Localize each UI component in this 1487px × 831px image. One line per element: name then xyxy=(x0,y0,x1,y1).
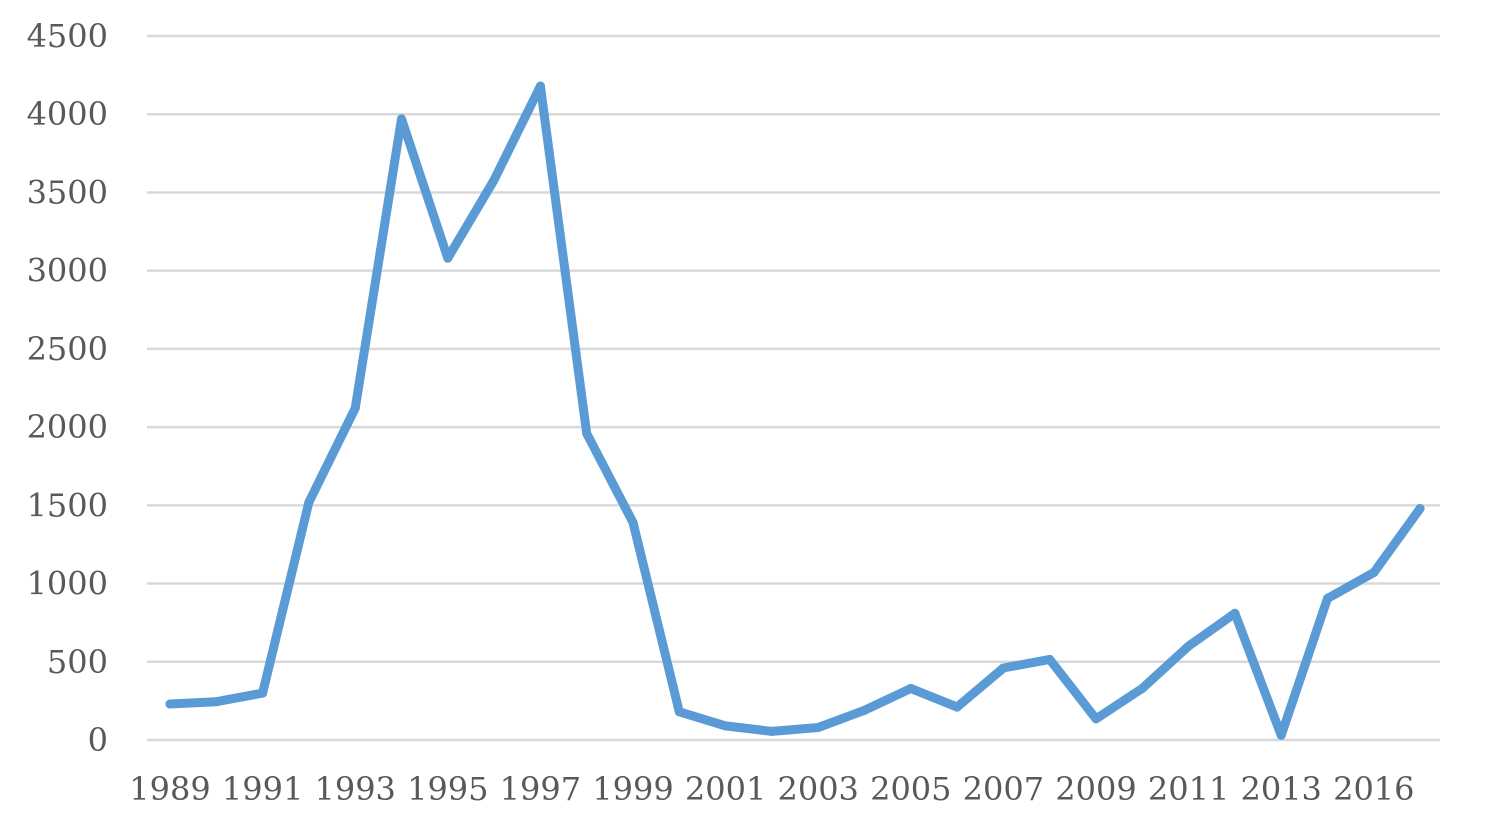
data-point-2010 xyxy=(1137,683,1147,693)
y-tick-label: 4000 xyxy=(27,95,108,133)
x-tick-label: 1995 xyxy=(407,770,488,808)
x-tick-label: 2003 xyxy=(777,770,858,808)
data-point-2016 xyxy=(1369,568,1379,578)
x-tick-label: 1999 xyxy=(592,770,673,808)
x-tick-label: 2001 xyxy=(685,770,766,808)
y-tick-label: 3500 xyxy=(27,173,108,211)
x-tick-label: 2011 xyxy=(1148,770,1229,808)
x-tick-label: 2009 xyxy=(1055,770,1136,808)
data-point-2002 xyxy=(767,726,777,736)
data-point-2003 xyxy=(813,722,823,732)
data-point-2006 xyxy=(952,702,962,712)
x-tick-label: 2007 xyxy=(963,770,1044,808)
data-point-2004 xyxy=(860,705,869,715)
y-tick-label: 3000 xyxy=(27,252,108,290)
data-point-1991 xyxy=(258,688,268,698)
x-tick-label: 1997 xyxy=(500,770,581,808)
data-point-2000 xyxy=(674,707,684,717)
series-line-0 xyxy=(165,81,1425,740)
x-tick-label: 2016 xyxy=(1333,770,1414,808)
data-point-2001 xyxy=(721,721,731,731)
data-point-1990 xyxy=(211,697,221,707)
y-tick-label: 1000 xyxy=(27,565,108,603)
y-tick-label: 500 xyxy=(47,643,108,681)
series-layer xyxy=(165,81,1425,740)
y-axis-tick-labels: 0 500 1000 1500 2000 2500 3000 3500 4000 4500 xyxy=(27,17,108,759)
data-point-2007 xyxy=(998,663,1008,673)
data-point-1995 xyxy=(443,253,453,263)
data-point-2014 xyxy=(1323,593,1332,603)
data-point-1992 xyxy=(304,497,314,507)
y-tick-label: 2500 xyxy=(27,330,108,368)
data-point-1994 xyxy=(397,114,406,124)
data-point-2013 xyxy=(1276,730,1286,740)
x-tick-label: 2005 xyxy=(870,770,951,808)
x-tick-label: 1991 xyxy=(222,770,303,808)
data-point-1999 xyxy=(628,518,638,528)
y-tick-label: 2000 xyxy=(27,408,108,446)
y-tick-label: 4500 xyxy=(27,17,108,55)
data-point-2005 xyxy=(906,683,916,693)
data-point-2011 xyxy=(1184,641,1194,651)
x-tick-label: 1993 xyxy=(314,770,395,808)
data-point-2009 xyxy=(1091,714,1101,724)
data-point-1993 xyxy=(350,403,360,413)
y-tick-label: 0 xyxy=(88,721,108,759)
data-point-1989 xyxy=(165,699,175,709)
x-axis-tick-labels: 1989 1991 1993 1995 1997 1999 2001 2003 2005 2007… xyxy=(129,770,1414,808)
x-tick-label: 2013 xyxy=(1240,770,1321,808)
y-tick-label: 1500 xyxy=(27,486,108,524)
data-point-1997 xyxy=(535,81,545,91)
data-point-1998 xyxy=(582,428,592,438)
data-point-2012 xyxy=(1230,608,1240,618)
data-point-2008 xyxy=(1045,654,1055,664)
data-point-1996 xyxy=(489,175,499,185)
data-point-2017 xyxy=(1415,503,1425,513)
x-tick-label: 1989 xyxy=(129,770,210,808)
